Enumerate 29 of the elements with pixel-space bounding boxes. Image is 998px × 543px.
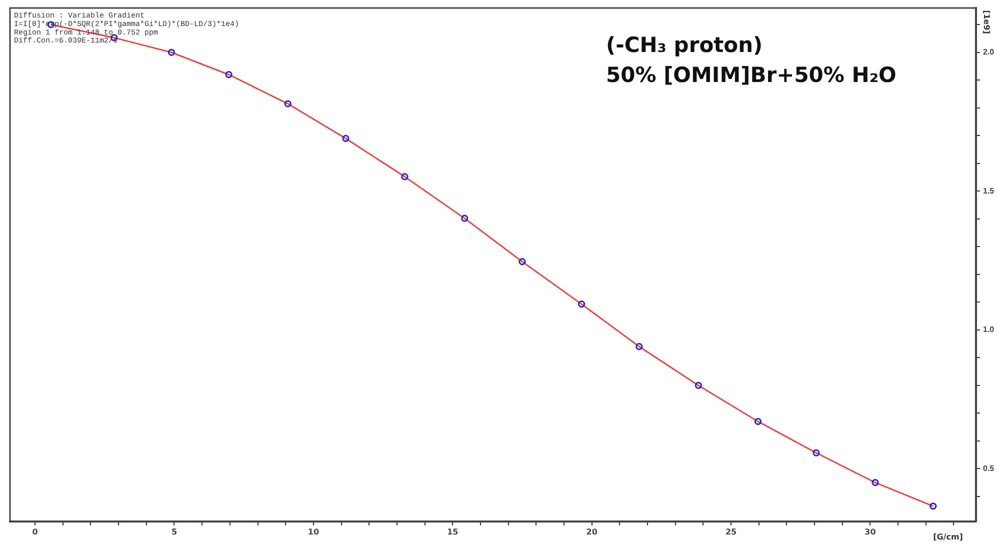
point [578,300,586,308]
x-axis-title: [G/cm] [933,532,963,542]
y-tick-label: 1.0 [983,325,995,334]
point [401,173,408,180]
x-tick-label: 20 [586,527,598,536]
annotation: (-CH₃ proton) [606,32,763,57]
x-tick-label: 0 [32,527,38,536]
y-tick-label: 0.5 [983,464,995,473]
point [636,343,643,350]
annotation: 50% [OMIM]Br+50% H₂O [606,62,896,87]
y-axis-title: [1e9] [982,10,991,34]
point [284,100,292,108]
x-tick-label: 30 [864,527,876,536]
point [461,214,468,222]
point [694,382,702,389]
x-tick-label: 15 [447,527,459,536]
y-tick-label: 1.5 [983,186,995,196]
point [342,134,350,142]
x-tick-label: 10 [308,527,320,536]
x-tick-label: 5 [171,527,178,536]
point [225,71,232,78]
point [168,48,176,56]
point [754,418,762,426]
x-tick-label: 25 [725,527,738,536]
point [812,449,820,456]
point [518,258,526,266]
point [872,479,879,486]
point [930,502,937,510]
y-tick-label: 2.0 [983,48,995,57]
